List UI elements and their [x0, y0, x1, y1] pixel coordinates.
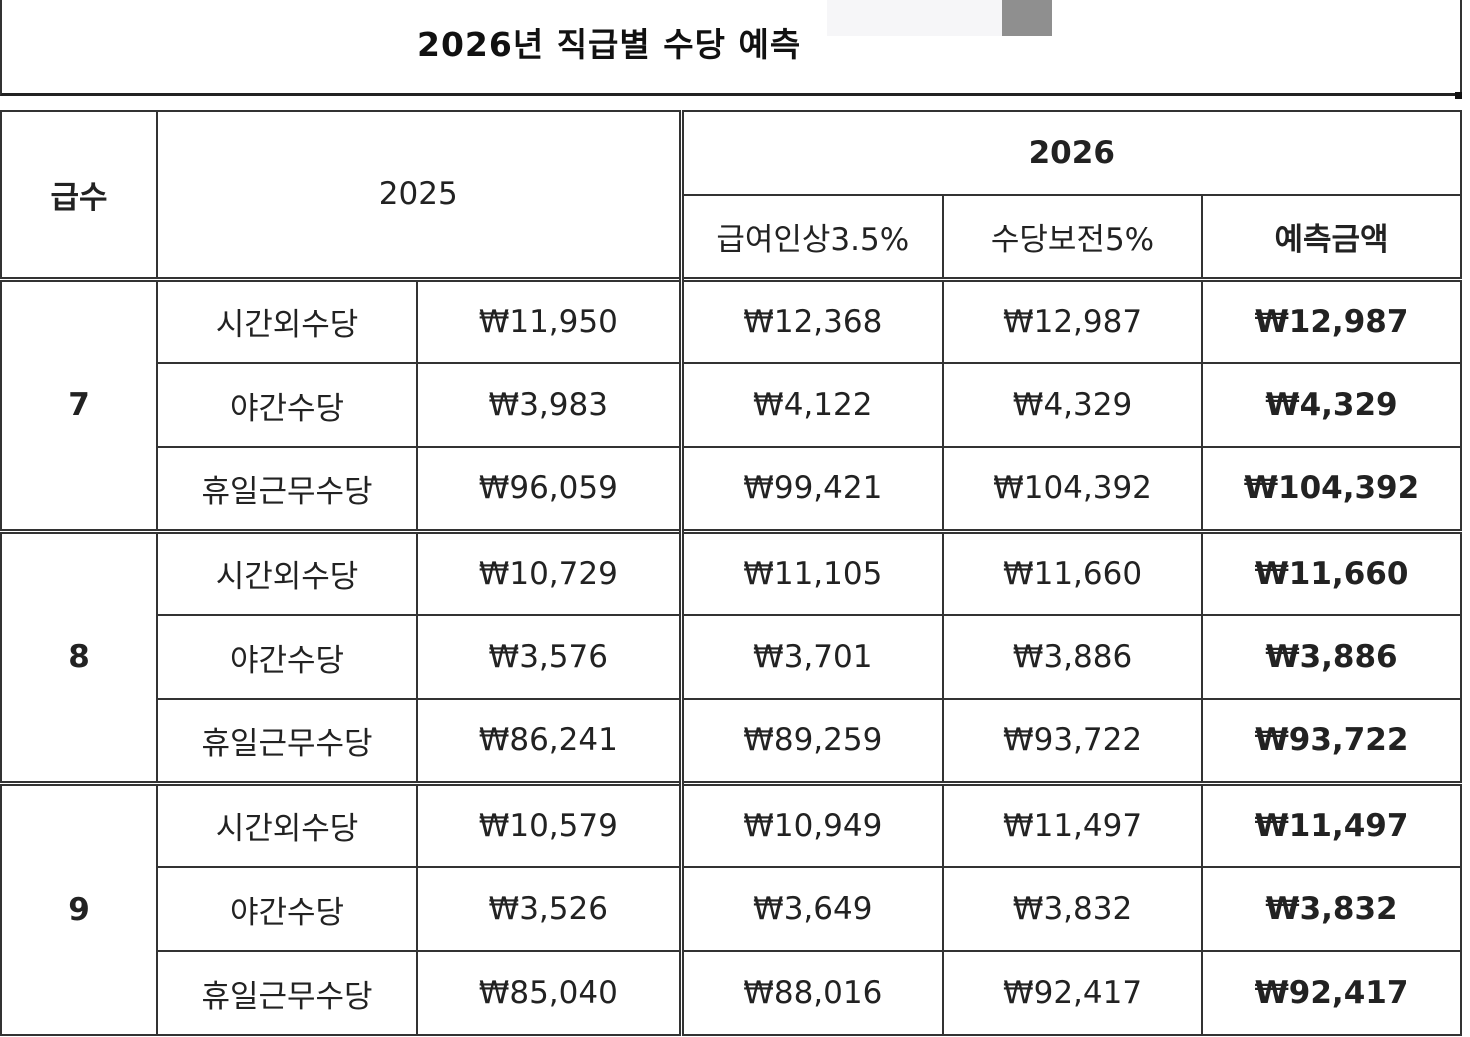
header-2026: 2026: [678, 110, 1463, 196]
value-2025-cell: ₩86,241: [416, 698, 682, 784]
keep-value-cell: ₩3,886: [942, 614, 1203, 700]
header-raise: 급여인상3.5%: [678, 194, 944, 280]
table-row: 휴일근무수당 ₩86,241 ₩89,259 ₩93,722 ₩93,722: [1, 698, 1463, 784]
raise-value-cell: ₩89,259: [678, 698, 944, 784]
value-2025-cell: ₩3,983: [416, 362, 682, 448]
predicted-value-cell: ₩3,832: [1200, 866, 1463, 952]
raise-value-cell: ₩10,949: [678, 780, 944, 868]
allowance-name-cell: 휴일근무수당: [156, 950, 418, 1036]
raise-value-cell: ₩12,368: [678, 276, 944, 364]
keep-value-cell: ₩12,987: [942, 276, 1203, 364]
predicted-value-cell: ₩11,660: [1200, 528, 1463, 616]
allowance-name-cell: 시간외수당: [156, 276, 418, 364]
document-title: 2026년 직급별 수당 예측: [417, 25, 802, 64]
value-2025-cell: ₩10,579: [416, 780, 682, 868]
value-2025-cell: ₩85,040: [416, 950, 682, 1036]
keep-value-cell: ₩11,660: [942, 528, 1203, 616]
scan-smudge-light: [827, 0, 1002, 36]
header-row-1: 급수 2025 2026: [0, 110, 1463, 280]
value-2025-cell: ₩3,576: [416, 614, 682, 700]
value-2025-cell: ₩10,729: [416, 528, 682, 616]
table-row: 8 시간외수당 ₩10,729 ₩11,105 ₩11,660 ₩11,660: [0, 528, 1463, 784]
value-2025-cell: ₩3,526: [416, 866, 682, 952]
predicted-value-cell: ₩4,329: [1200, 362, 1463, 448]
raise-value-cell: ₩3,649: [678, 866, 944, 952]
predicted-value-cell: ₩104,392: [1200, 446, 1463, 532]
keep-value-cell: ₩92,417: [942, 950, 1203, 1036]
allowance-name-cell: 야간수당: [156, 614, 418, 700]
allowance-name-cell: 시간외수당: [156, 780, 418, 868]
grade-cell: 9: [0, 780, 158, 1036]
header-predicted: 예측금액: [1200, 194, 1463, 280]
table-row: 야간수당 ₩3,526 ₩3,649 ₩3,832 ₩3,832: [1, 866, 1463, 952]
predicted-value-cell: ₩92,417: [1200, 950, 1463, 1036]
table-row: 휴일근무수당 ₩85,040 ₩88,016 ₩92,417 ₩92,417: [1, 950, 1463, 1036]
header-2025: 2025: [156, 110, 682, 280]
header-keep: 수당보전5%: [942, 194, 1203, 280]
title-bar: 2026년 직급별 수당 예측: [0, 0, 1462, 96]
allowance-name-cell: 야간수당: [156, 866, 418, 952]
raise-value-cell: ₩88,016: [678, 950, 944, 1036]
header-grade: 급수: [0, 110, 158, 280]
predicted-value-cell: ₩12,987: [1200, 276, 1463, 364]
value-2025-cell: ₩11,950: [416, 276, 682, 364]
allowance-name-cell: 휴일근무수당: [156, 446, 418, 532]
keep-value-cell: ₩11,497: [942, 780, 1203, 868]
allowance-name-cell: 야간수당: [156, 362, 418, 448]
keep-value-cell: ₩104,392: [942, 446, 1203, 532]
allowance-name-cell: 시간외수당: [156, 528, 418, 616]
grade-cell: 8: [0, 528, 158, 784]
grade-cell: 7: [0, 276, 158, 532]
keep-value-cell: ₩93,722: [942, 698, 1203, 784]
raise-value-cell: ₩11,105: [678, 528, 944, 616]
value-2025-cell: ₩96,059: [416, 446, 682, 532]
cell-corner-handle: [1455, 92, 1462, 99]
allowance-name-cell: 휴일근무수당: [156, 698, 418, 784]
predicted-value-cell: ₩93,722: [1200, 698, 1463, 784]
table-row: 휴일근무수당 ₩96,059 ₩99,421 ₩104,392 ₩104,392: [1, 446, 1463, 532]
table-row: 9 시간외수당 ₩10,579 ₩10,949 ₩11,497 ₩11,497: [0, 780, 1463, 1036]
predicted-value-cell: ₩3,886: [1200, 614, 1463, 700]
predicted-value-cell: ₩11,497: [1200, 780, 1463, 868]
keep-value-cell: ₩4,329: [942, 362, 1203, 448]
raise-value-cell: ₩3,701: [678, 614, 944, 700]
raise-value-cell: ₩99,421: [678, 446, 944, 532]
allowance-table: 급수 2025 2026 급여인상3.5% 수당보전5% 예측금액 7 시간외수당…: [0, 110, 1463, 1036]
header-row-2: 급여인상3.5% 수당보전5% 예측금액: [1, 194, 1463, 280]
raise-value-cell: ₩4,122: [678, 362, 944, 448]
scan-smudge-dark: [1002, 0, 1052, 36]
table-row: 7 시간외수당 ₩11,950 ₩12,368 ₩12,987 ₩12,987: [0, 276, 1463, 532]
table-row: 야간수당 ₩3,983 ₩4,122 ₩4,329 ₩4,329: [1, 362, 1463, 448]
table-row: 야간수당 ₩3,576 ₩3,701 ₩3,886 ₩3,886: [1, 614, 1463, 700]
keep-value-cell: ₩3,832: [942, 866, 1203, 952]
